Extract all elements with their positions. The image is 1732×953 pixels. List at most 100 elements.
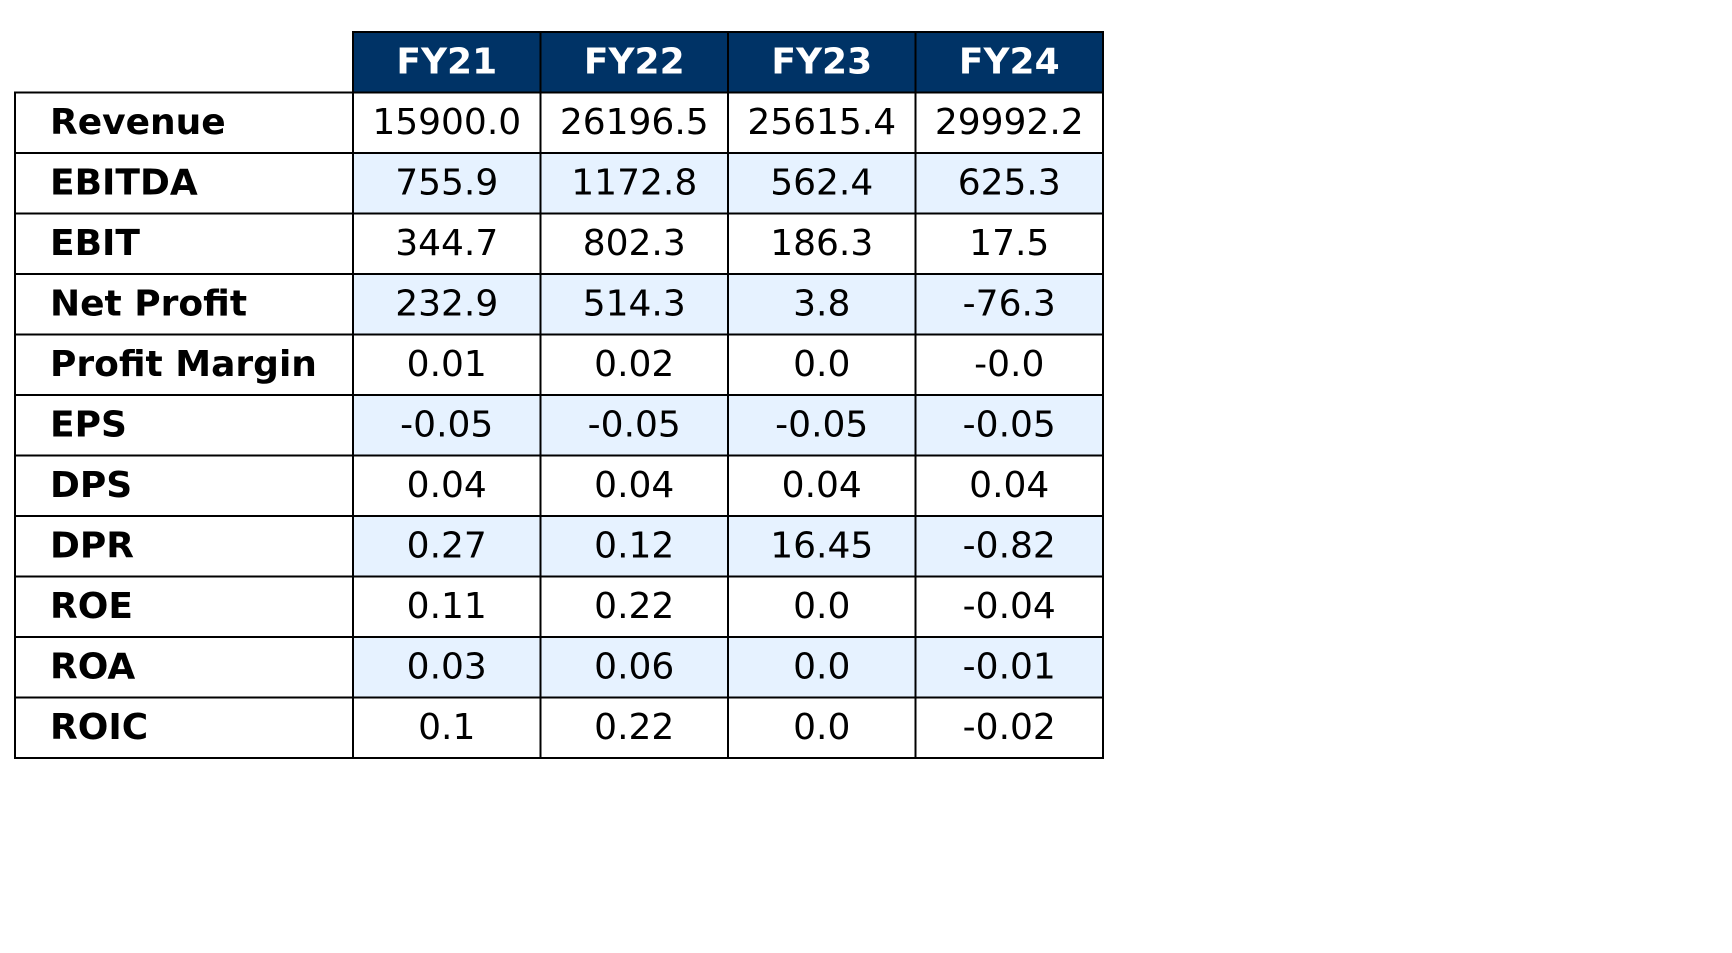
row-label: EPS	[50, 404, 127, 445]
table-cell	[727, 333, 917, 396]
table-cell	[539, 454, 729, 517]
cell-value: -0.05	[588, 404, 681, 445]
table-cell	[352, 212, 542, 275]
row-label: Profit Margin	[50, 344, 317, 385]
cell-value: -0.04	[963, 586, 1056, 627]
table-cell	[352, 91, 542, 154]
row-label-cell	[14, 636, 354, 699]
cell-value: -0.02	[963, 707, 1056, 748]
cell-value: -0.05	[963, 404, 1056, 445]
cell-value: 0.22	[594, 707, 674, 748]
table-cell	[539, 696, 729, 759]
cell-value: 26196.5	[560, 102, 709, 143]
table-body: FY21 FY22 FY23 FY24 Revenue 15900.0 26196.5 256…	[14, 31, 1104, 759]
cell-value: 0.11	[407, 586, 487, 627]
row-label: ROIC	[50, 707, 148, 748]
cell-value: 0.04	[782, 465, 862, 506]
table-cell	[914, 575, 1104, 638]
table-cell	[914, 212, 1104, 275]
table-cell	[727, 575, 917, 638]
cell-value: 0.0	[793, 646, 850, 687]
column-header-cell	[352, 31, 542, 94]
cell-value: 1172.8	[571, 162, 697, 203]
cell-value: 0.02	[594, 344, 674, 385]
table-cell	[539, 152, 729, 215]
column-header-label: FY22	[584, 41, 685, 82]
cell-value: 0.01	[407, 344, 487, 385]
row-label-cell	[14, 575, 354, 638]
column-header-label: FY21	[396, 41, 497, 82]
cell-value: 25615.4	[747, 102, 896, 143]
table-cell	[914, 333, 1104, 396]
table-cell	[539, 515, 729, 578]
cell-value: 344.7	[395, 223, 498, 264]
cell-value: 0.12	[594, 525, 674, 566]
cell-value: -0.05	[400, 404, 493, 445]
cell-value: 15900.0	[372, 102, 521, 143]
cell-value: 514.3	[583, 283, 686, 324]
row-label: Net Profit	[50, 283, 247, 324]
cell-value: 802.3	[583, 223, 686, 264]
row-label-cell	[14, 515, 354, 578]
table-cell	[727, 212, 917, 275]
table-cell	[352, 575, 542, 638]
table-cell	[914, 515, 1104, 578]
row-label: ROA	[50, 646, 135, 687]
cell-value: 0.22	[594, 586, 674, 627]
table-cell	[727, 91, 917, 154]
column-header-label: FY23	[771, 41, 872, 82]
cell-value: 0.1	[418, 707, 475, 748]
table-cell	[914, 696, 1104, 759]
cell-value: -0.0	[974, 344, 1044, 385]
row-label-cell	[14, 696, 354, 759]
cell-value: 3.8	[793, 283, 850, 324]
row-label: Revenue	[50, 102, 226, 143]
row-label: EBITDA	[50, 162, 198, 203]
cell-value: 0.03	[407, 646, 487, 687]
cell-value: 0.06	[594, 646, 674, 687]
cell-value: -0.82	[963, 525, 1056, 566]
row-label-cell	[14, 152, 354, 215]
cell-value: 17.5	[969, 223, 1049, 264]
cell-value: 0.04	[407, 465, 487, 506]
table-cell	[352, 696, 542, 759]
row-label-cell	[14, 333, 354, 396]
cell-value: -76.3	[963, 283, 1056, 324]
table-cell	[539, 273, 729, 336]
table-cell	[727, 636, 917, 699]
cell-value: 625.3	[958, 162, 1061, 203]
cell-value: 0.04	[969, 465, 1049, 506]
row-label: ROE	[50, 586, 133, 627]
table-cell	[914, 454, 1104, 517]
table-cell	[539, 575, 729, 638]
cell-value: -0.05	[775, 404, 868, 445]
row-label-cell	[14, 273, 354, 336]
cell-value: 0.0	[793, 707, 850, 748]
table-cell	[539, 212, 729, 275]
table-cell	[914, 636, 1104, 699]
column-header-cell	[914, 31, 1104, 94]
cell-value: -0.01	[963, 646, 1056, 687]
cell-value: 0.04	[594, 465, 674, 506]
table-cell	[727, 515, 917, 578]
cell-value: 755.9	[395, 162, 498, 203]
table-cell	[352, 636, 542, 699]
cell-value: 0.0	[793, 344, 850, 385]
column-header-label: FY24	[959, 41, 1060, 82]
row-label: EBIT	[50, 223, 140, 264]
column-header-cell	[539, 31, 729, 94]
cell-value: 562.4	[770, 162, 873, 203]
cell-value: 0.27	[407, 525, 487, 566]
table-cell	[727, 273, 917, 336]
row-label: DPS	[50, 465, 132, 506]
cell-value: 16.45	[770, 525, 873, 566]
row-label: DPR	[50, 525, 134, 566]
table-cell	[914, 152, 1104, 215]
table-cell	[352, 454, 542, 517]
cell-value: 0.0	[793, 586, 850, 627]
cell-value: 29992.2	[935, 102, 1084, 143]
table-cell	[914, 273, 1104, 336]
cell-value: 186.3	[770, 223, 873, 264]
cell-value: 232.9	[395, 283, 498, 324]
